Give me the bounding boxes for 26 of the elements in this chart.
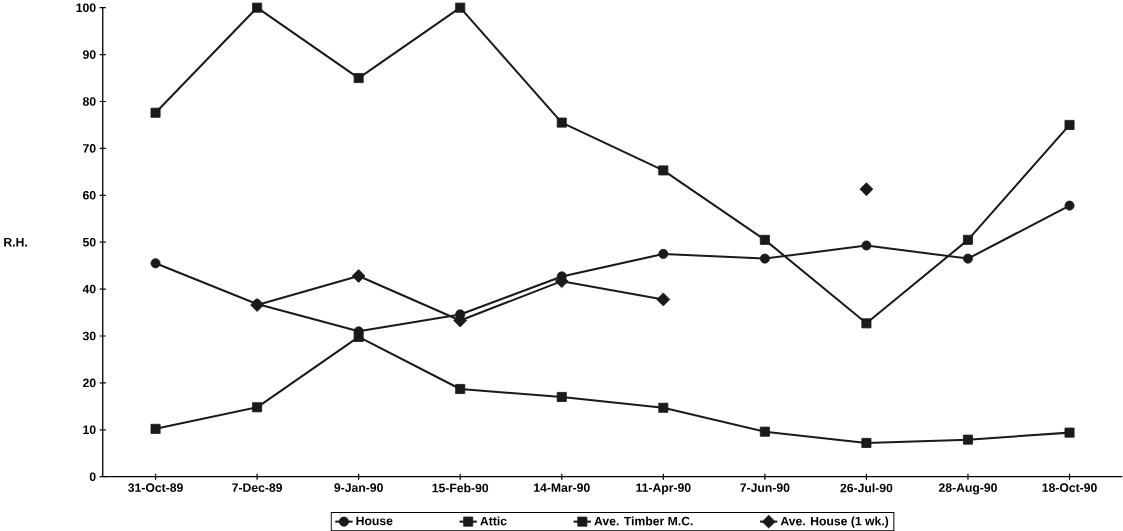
y-axis-title: R.H. [4, 237, 27, 247]
y-tick-label: 90 [82, 50, 96, 59]
x-tick-label: 28-Aug-90 [938, 483, 997, 495]
y-tick-label: 0 [89, 472, 96, 481]
x-tick-label: 11-Apr-90 [636, 483, 691, 495]
x-tick-label: 9-Jan-90 [334, 483, 383, 492]
x-tick-label: 15-Feb-90 [432, 483, 489, 493]
legend-label: Ave. Timber M.C. [594, 516, 693, 526]
x-tick-label: 7-Jun-90 [740, 483, 790, 492]
y-tick-label: 40 [82, 284, 96, 294]
x-tick-label: 31-Oct-89 [128, 483, 183, 492]
x-tick-label: 26-Jul-90 [840, 483, 893, 493]
legend-label: House [356, 516, 393, 525]
y-tick-label: 30 [82, 331, 96, 341]
legend-label: Attic [480, 516, 507, 526]
x-tick-label: 7-Dec-89 [232, 483, 283, 492]
x-tick-label: 14-Mar-90 [534, 483, 590, 492]
y-tick-label: 100 [76, 3, 96, 12]
x-tick-label: 18-Oct-90 [1042, 483, 1097, 492]
y-tick-label: 20 [82, 378, 96, 388]
y-tick-label: 80 [82, 96, 96, 106]
legend-label: Ave. House (1 wk.) [780, 516, 889, 528]
y-tick-label: 10 [83, 425, 96, 434]
y-tick-label: 50 [82, 237, 96, 247]
y-tick-label: 60 [82, 190, 96, 200]
y-tick-label: 70 [83, 143, 96, 153]
